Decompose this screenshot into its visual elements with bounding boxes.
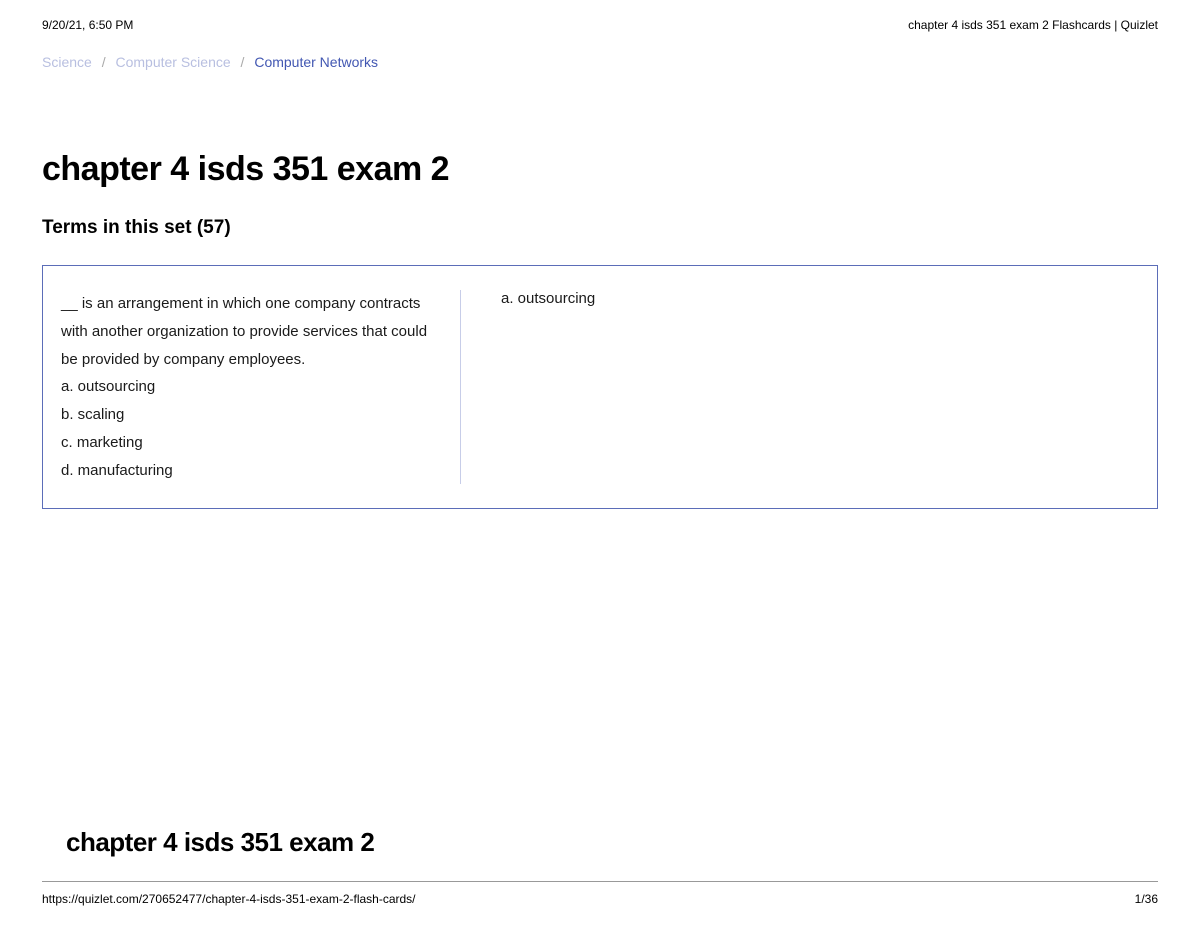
footer-url: https://quizlet.com/270652477/chapter-4-…: [42, 892, 416, 906]
footer-rule: [42, 881, 1158, 882]
footer-title: chapter 4 isds 351 exam 2: [66, 827, 374, 858]
breadcrumb-item-2[interactable]: Computer Science: [115, 54, 230, 70]
breadcrumb-item-3[interactable]: Computer Networks: [254, 54, 378, 70]
print-header: 9/20/21, 6:50 PM chapter 4 isds 351 exam…: [0, 0, 1200, 32]
print-doc-title: chapter 4 isds 351 exam 2 Flashcards | Q…: [908, 18, 1158, 32]
footer-page-number: 1/36: [1135, 892, 1158, 906]
page-title: chapter 4 isds 351 exam 2: [42, 150, 1158, 189]
print-timestamp: 9/20/21, 6:50 PM: [42, 18, 133, 32]
breadcrumb-sep: /: [241, 54, 245, 70]
terms-count: Terms in this set (57): [42, 217, 1158, 239]
main-content: chapter 4 isds 351 exam 2 Terms in this …: [0, 70, 1200, 509]
flashcard[interactable]: __ is an arrangement in which one compan…: [42, 265, 1158, 509]
flashcard-definition: a. outsourcing: [461, 290, 1139, 484]
flashcard-term: __ is an arrangement in which one compan…: [61, 290, 461, 484]
breadcrumb: Science / Computer Science / Computer Ne…: [0, 32, 1200, 70]
breadcrumb-sep: /: [102, 54, 106, 70]
breadcrumb-item-1[interactable]: Science: [42, 54, 92, 70]
